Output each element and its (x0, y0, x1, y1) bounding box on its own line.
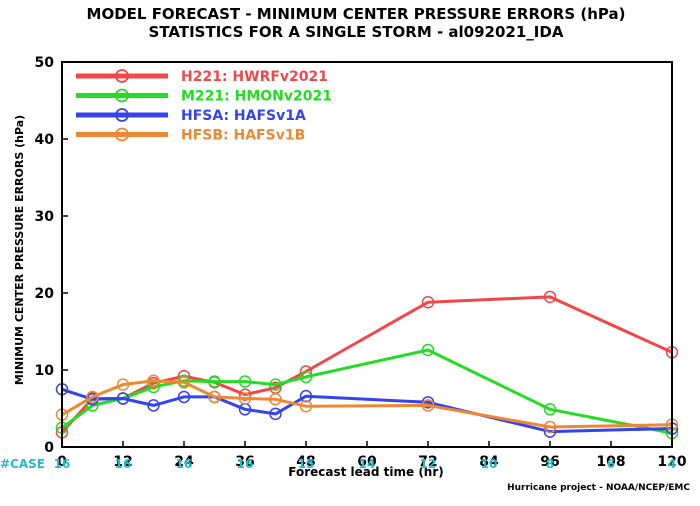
case-row-label: #CASE (0, 457, 45, 471)
series-marker-2 (147, 399, 160, 412)
series-marker-0 (543, 290, 557, 304)
series-marker-3 (299, 399, 313, 413)
legend-label: HFSB: HAFSv1B (181, 128, 305, 144)
legend-marker (115, 88, 129, 103)
series-marker-3 (177, 376, 191, 389)
chart-title: MODEL FORECAST - MINIMUM CENTER PRESSURE… (87, 5, 626, 23)
series-marker-2 (116, 392, 130, 405)
credit-text: Hurricane project - NOAA/NCEP/EMC (507, 483, 690, 493)
series-marker-0 (421, 295, 435, 309)
series-marker-3 (269, 393, 282, 406)
x-tick-label: 72 (418, 454, 437, 470)
case-count: 4 (668, 457, 676, 471)
case-count: 16 (115, 457, 132, 471)
legend-label: M221: HMONv2021 (181, 89, 332, 105)
x-axis-label: Forecast lead time (hr) (288, 465, 444, 479)
x-tick-label: 48 (296, 454, 315, 470)
case-count: 12 (420, 457, 437, 471)
case-count: 16 (54, 457, 71, 471)
series-marker-3 (421, 399, 435, 412)
chart-subtitle: STATISTICS FOR A SINGLE STORM - al092021… (149, 23, 564, 41)
y-tick-label: 0 (44, 440, 54, 456)
series-marker-3 (543, 420, 557, 434)
x-tick-label: 96 (540, 454, 559, 470)
x-tick-label: 12 (113, 454, 132, 470)
series-marker-1 (238, 375, 252, 388)
y-tick-label: 10 (35, 363, 55, 379)
series-marker-2 (269, 407, 282, 421)
series-marker-0 (238, 388, 252, 401)
legend-marker (115, 127, 129, 142)
series-marker-3 (116, 378, 130, 391)
case-count: 16 (237, 457, 254, 471)
x-tick-label: 120 (657, 454, 686, 470)
y-tick-label: 30 (35, 209, 55, 225)
series-marker-1 (299, 370, 313, 384)
series-line-1 (61, 348, 673, 435)
series-marker-3 (147, 374, 160, 388)
y-tick-label: 50 (35, 55, 55, 71)
case-count: 15 (298, 457, 315, 471)
x-tick-label: 84 (479, 454, 499, 470)
series-marker-3 (208, 390, 221, 404)
x-tick-label: 60 (357, 454, 377, 470)
series-marker-2 (421, 396, 435, 409)
plot-frame (61, 61, 673, 448)
legend-label: HFSA: HAFSv1A (181, 108, 306, 124)
case-count: 8 (546, 457, 554, 471)
x-tick-label: 36 (235, 454, 254, 470)
series-marker-1 (543, 403, 557, 416)
y-tick-label: 40 (35, 132, 55, 148)
series-marker-1 (421, 343, 435, 357)
case-count: 16 (176, 457, 193, 471)
x-tick-label: 108 (596, 454, 625, 470)
case-count: 10 (481, 457, 498, 471)
legend-label: H221: HWRFv2021 (181, 69, 328, 85)
x-tick-label: 0 (57, 454, 67, 470)
series-marker-3 (86, 390, 99, 404)
legend-marker (115, 69, 129, 83)
series-marker-2 (299, 389, 313, 403)
series-marker-2 (177, 390, 191, 404)
series-marker-1 (208, 375, 221, 388)
y-tick-label: 20 (35, 286, 55, 302)
series-marker-3 (238, 392, 252, 405)
legend-marker (115, 108, 129, 122)
y-axis-label: MINIMUM CENTER PRESSURE ERRORS (hPa) (13, 115, 26, 385)
case-count: 6 (607, 457, 615, 471)
case-count: 14 (359, 457, 376, 471)
x-tick-label: 24 (174, 454, 194, 470)
series-marker-1 (269, 378, 282, 391)
